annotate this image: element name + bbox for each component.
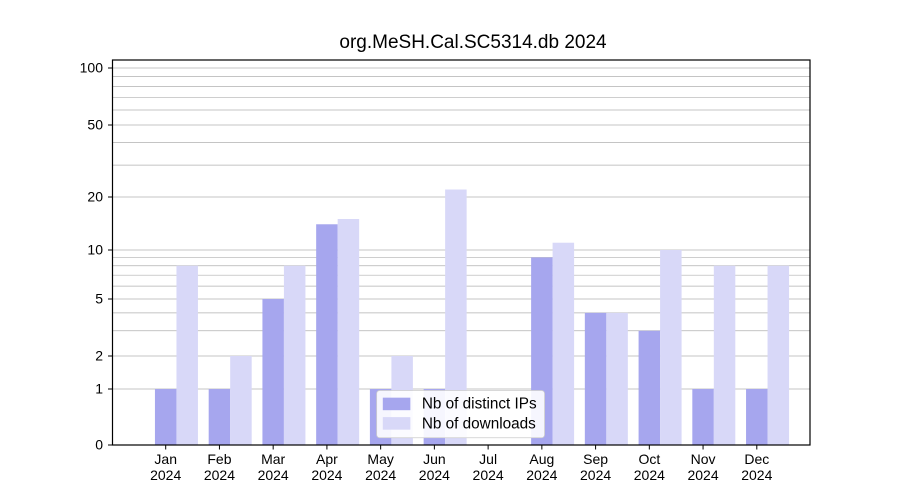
svg-text:Jan: Jan: [154, 451, 177, 467]
svg-text:Aug: Aug: [529, 451, 554, 467]
svg-text:org.MeSH.Cal.SC5314.db 2024: org.MeSH.Cal.SC5314.db 2024: [339, 32, 607, 53]
svg-text:Nb of downloads: Nb of downloads: [422, 416, 536, 433]
svg-text:May: May: [367, 451, 393, 467]
svg-text:50: 50: [87, 117, 103, 133]
svg-text:2024: 2024: [634, 467, 665, 483]
svg-text:Dec: Dec: [744, 451, 769, 467]
svg-text:Nb of distinct IPs: Nb of distinct IPs: [422, 396, 537, 413]
svg-text:2024: 2024: [258, 467, 289, 483]
svg-text:Sep: Sep: [583, 451, 608, 467]
svg-text:2024: 2024: [526, 467, 557, 483]
svg-text:2024: 2024: [580, 467, 611, 483]
svg-text:20: 20: [87, 189, 103, 205]
svg-text:Apr: Apr: [316, 451, 338, 467]
svg-text:2: 2: [95, 348, 103, 364]
svg-text:100: 100: [80, 60, 104, 76]
svg-text:5: 5: [95, 291, 103, 307]
svg-text:2024: 2024: [150, 467, 181, 483]
svg-text:Oct: Oct: [638, 451, 660, 467]
svg-text:Feb: Feb: [207, 451, 231, 467]
svg-text:2024: 2024: [687, 467, 718, 483]
svg-text:2024: 2024: [419, 467, 450, 483]
svg-text:2024: 2024: [473, 467, 504, 483]
svg-text:Jun: Jun: [423, 451, 446, 467]
svg-text:1: 1: [95, 381, 103, 397]
svg-text:2024: 2024: [204, 467, 235, 483]
svg-text:Jul: Jul: [479, 451, 497, 467]
svg-text:Mar: Mar: [261, 451, 285, 467]
svg-text:0: 0: [95, 437, 103, 453]
svg-text:2024: 2024: [365, 467, 396, 483]
svg-text:Nov: Nov: [691, 451, 716, 467]
svg-text:2024: 2024: [311, 467, 342, 483]
svg-text:2024: 2024: [741, 467, 772, 483]
svg-text:10: 10: [87, 242, 103, 258]
